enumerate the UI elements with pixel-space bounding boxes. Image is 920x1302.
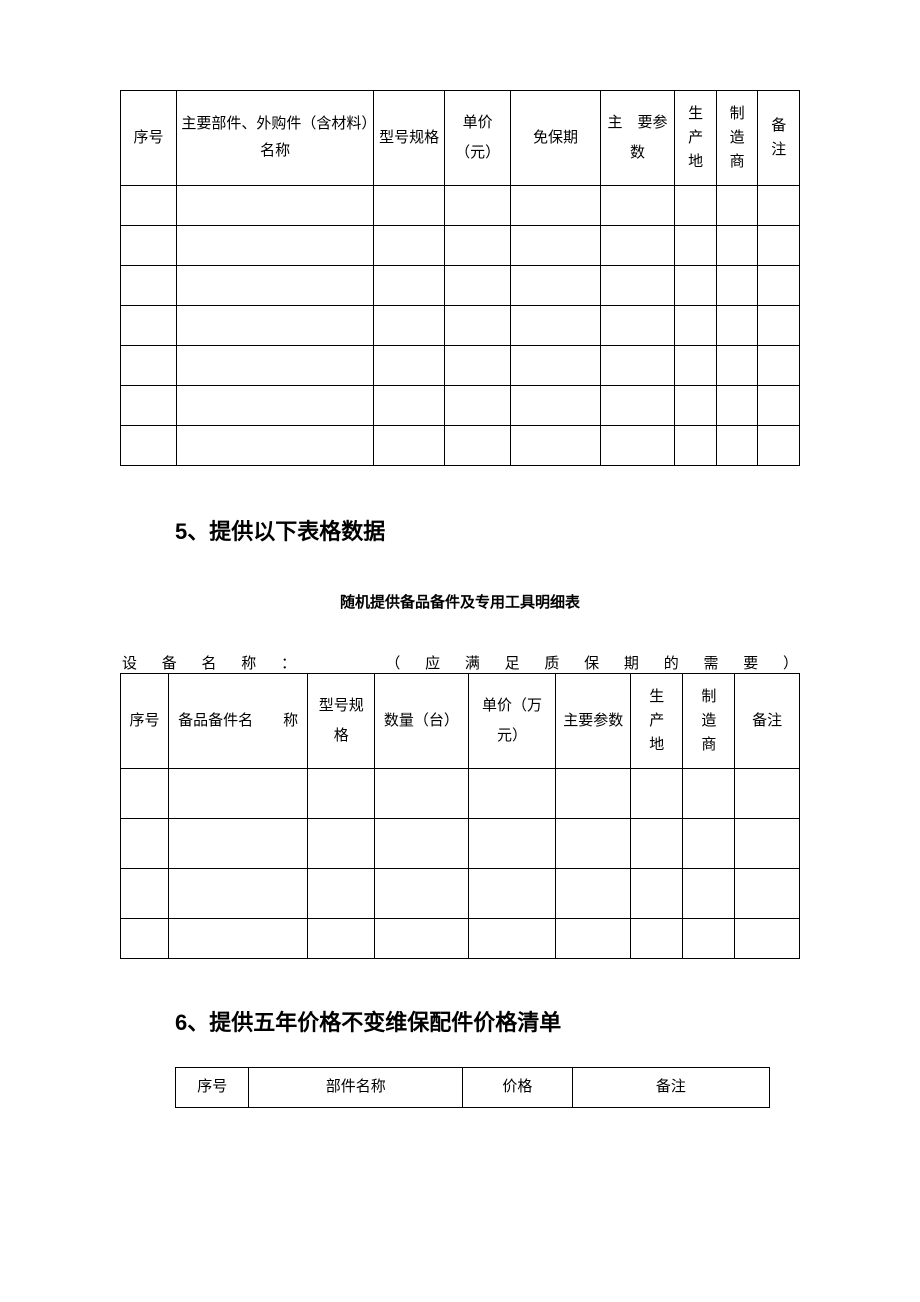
col-spare-name: 备品备件名 称 bbox=[168, 674, 308, 769]
col-remarks: 备注 bbox=[735, 674, 800, 769]
table-row bbox=[121, 186, 800, 226]
col-manufacturer: 制造商 bbox=[683, 674, 735, 769]
table-row bbox=[121, 346, 800, 386]
section-5-heading: 5、提供以下表格数据 bbox=[175, 514, 800, 546]
table-header: 序号 备品备件名 称 型号规格 数量（台） 单价（万元） 主要参数 生产地 制造… bbox=[121, 674, 800, 769]
col-unit-price: 单价（元） bbox=[444, 91, 510, 186]
col-seq: 序号 bbox=[121, 91, 177, 186]
col-model: 型号规格 bbox=[308, 674, 375, 769]
table-row bbox=[121, 869, 800, 919]
table-row bbox=[121, 266, 800, 306]
equipment-name-label: 设备名称： （应满足质保期的需要） bbox=[120, 652, 800, 673]
table-body bbox=[121, 186, 800, 466]
spare-parts-table: 序号 备品备件名 称 型号规格 数量（台） 单价（万元） 主要参数 生产地 制造… bbox=[120, 673, 800, 959]
maintenance-parts-table: 序号 部件名称 价格 备注 bbox=[175, 1067, 770, 1108]
col-manufacturer: 制造商 bbox=[716, 91, 758, 186]
table-header: 序号 主要部件、外购件（含材料）名称 型号规格 单价（元） 免保期 主 要参数 … bbox=[121, 91, 800, 186]
col-part-name: 主要部件、外购件（含材料）名称 bbox=[177, 91, 374, 186]
table-row bbox=[121, 769, 800, 819]
col-seq: 序号 bbox=[176, 1068, 249, 1108]
col-model: 型号规格 bbox=[374, 91, 445, 186]
col-origin: 生产地 bbox=[675, 91, 717, 186]
col-seq: 序号 bbox=[121, 674, 169, 769]
col-remarks: 备注 bbox=[758, 91, 800, 186]
col-price: 价格 bbox=[463, 1068, 573, 1108]
table-body bbox=[121, 769, 800, 959]
col-part-name: 部件名称 bbox=[249, 1068, 463, 1108]
spare-parts-subtitle: 随机提供备品备件及专用工具明细表 bbox=[120, 591, 800, 612]
table-row bbox=[121, 306, 800, 346]
col-params: 主 要参数 bbox=[600, 91, 675, 186]
col-remarks: 备注 bbox=[572, 1068, 769, 1108]
table-row bbox=[121, 919, 800, 959]
col-params: 主要参数 bbox=[556, 674, 631, 769]
section-6-heading: 6、提供五年价格不变维保配件价格清单 bbox=[175, 1005, 800, 1037]
table-row bbox=[121, 386, 800, 426]
col-origin: 生产地 bbox=[631, 674, 683, 769]
col-unit-price: 单价（万元） bbox=[468, 674, 555, 769]
table-row bbox=[121, 819, 800, 869]
col-quantity: 数量（台） bbox=[375, 674, 469, 769]
table-row bbox=[121, 226, 800, 266]
table-header: 序号 部件名称 价格 备注 bbox=[176, 1068, 770, 1108]
col-warranty: 免保期 bbox=[511, 91, 600, 186]
table-row bbox=[121, 426, 800, 466]
parts-table: 序号 主要部件、外购件（含材料）名称 型号规格 单价（元） 免保期 主 要参数 … bbox=[120, 90, 800, 466]
